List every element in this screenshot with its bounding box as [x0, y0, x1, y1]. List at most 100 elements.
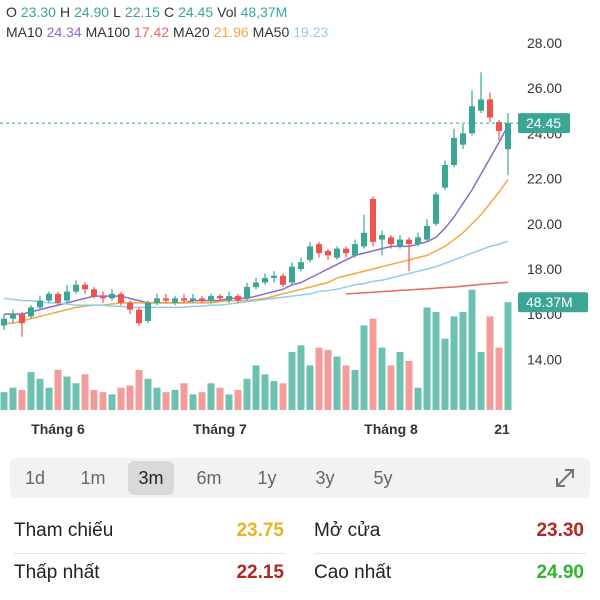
timeframe-button[interactable]: 6m — [196, 468, 222, 488]
volume-bar — [0, 392, 8, 410]
candle-body — [82, 284, 88, 290]
volume-bar — [252, 365, 260, 410]
timeframe-button[interactable]: 1d — [24, 468, 46, 488]
candle-body — [451, 137, 457, 165]
legend-label: L — [113, 4, 121, 20]
legend-value: 17.42 — [133, 24, 170, 40]
candle-body — [460, 133, 466, 145]
stat-value: 24.90 — [536, 562, 584, 583]
candle-body — [163, 298, 169, 301]
volume-bar — [477, 352, 485, 410]
volume-bar — [261, 374, 269, 410]
y-tick-label: 20.00 — [527, 216, 562, 232]
timeframe-button[interactable]: 3y — [315, 468, 335, 488]
legend-value: 48,37M — [240, 4, 288, 20]
candle-body — [334, 248, 340, 258]
stat-label: Mở cửa — [314, 520, 381, 541]
candle-body — [271, 275, 277, 279]
volume-bar — [72, 383, 80, 410]
legend-label: C — [163, 4, 175, 20]
volume-bar — [270, 381, 278, 410]
candle-body — [424, 226, 430, 240]
candle-body — [190, 298, 196, 301]
stat-value: 22.15 — [236, 562, 284, 583]
x-tick-label: Tháng 6 — [31, 421, 85, 437]
stat-value: 23.75 — [236, 520, 284, 541]
chart: 14.0016.0018.0020.0022.0024.0026.0028.00… — [0, 35, 588, 437]
volume-bar — [63, 376, 71, 410]
volume-bar — [54, 369, 62, 410]
candle-body — [415, 237, 421, 245]
volume-bar — [144, 378, 152, 410]
candle-body — [361, 232, 367, 247]
candle-body — [442, 164, 448, 188]
ma-line — [345, 281, 509, 295]
y-tick-label: 26.00 — [527, 80, 562, 96]
candle-body — [46, 293, 52, 301]
volume-bar — [360, 325, 368, 410]
volume-bar — [126, 385, 134, 410]
legend-value: 19.23 — [293, 24, 329, 40]
last-volume-box — [518, 292, 588, 313]
candle-body — [496, 122, 502, 132]
x-tick-label: Tháng 7 — [193, 421, 247, 437]
volume-bar — [324, 349, 332, 410]
candle-body — [127, 302, 133, 310]
legend-label: MA10 — [6, 24, 43, 40]
candle-body — [1, 318, 7, 326]
volume-bar — [108, 394, 116, 410]
candle-body — [433, 194, 439, 224]
candle-body — [487, 99, 493, 118]
volume-bar — [279, 383, 287, 410]
timeframe-button[interactable]: 1y — [257, 468, 277, 488]
volume-bar — [342, 365, 350, 410]
y-tick-label: 22.00 — [527, 171, 562, 187]
volume-bar — [423, 307, 431, 410]
volume-bar — [432, 311, 440, 410]
candle-body — [406, 239, 412, 245]
candle-body — [217, 296, 223, 299]
candle-body — [253, 282, 259, 288]
candle-body — [109, 293, 115, 299]
legend-value: 21.96 — [213, 24, 249, 40]
candle-body — [280, 275, 286, 285]
volume-bar — [45, 387, 53, 410]
candle-body — [370, 198, 376, 242]
legend-label: Vol — [217, 4, 237, 20]
candle-body — [55, 293, 61, 303]
candle-body — [208, 296, 214, 301]
candle-body — [316, 244, 322, 254]
volume-bar — [459, 311, 467, 410]
expand-icon[interactable] — [554, 467, 576, 489]
candle-body — [289, 266, 295, 283]
volume-bar — [81, 374, 89, 410]
volume-bar — [198, 392, 206, 410]
candle-body — [136, 309, 142, 324]
volume-bar — [9, 387, 17, 410]
ma-line — [4, 179, 509, 324]
candle-body — [298, 262, 304, 269]
volume-bar — [18, 389, 26, 410]
candle-body — [343, 248, 349, 254]
timeframe-button[interactable]: 1m — [80, 468, 106, 488]
timeframe-button[interactable]: 5y — [373, 468, 393, 488]
volume-bar — [297, 345, 305, 410]
candle-body — [145, 302, 151, 321]
y-tick-label: 14.00 — [527, 351, 562, 367]
volume-bar — [171, 389, 179, 410]
timeframe-button[interactable]: 3m — [128, 461, 174, 495]
candle-body — [172, 298, 178, 303]
ohlc-legend: O 23.30 H 24.90 L 22.15 C 24.45 Vol 48,37M — [6, 4, 291, 20]
legend-value: 24.90 — [74, 4, 110, 20]
stat-label: Cao nhất — [314, 562, 392, 583]
candle-body — [154, 298, 160, 303]
candle-body — [37, 300, 43, 308]
volume-bar — [288, 352, 296, 410]
stat-value: 23.30 — [536, 520, 584, 541]
ma-line — [3, 240, 509, 309]
volume-bar — [162, 392, 170, 410]
candle-body — [28, 307, 34, 317]
volume-bar — [369, 318, 377, 410]
candle-body — [352, 244, 358, 256]
legend-value: 24.34 — [46, 24, 82, 40]
